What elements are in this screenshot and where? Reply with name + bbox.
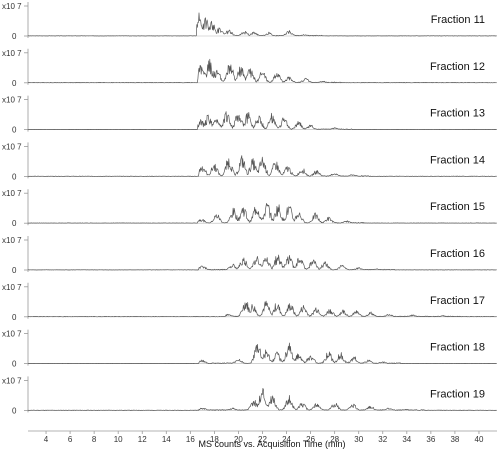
y-scale-label: x10 7 <box>2 142 22 151</box>
fraction-panel: x10 7 0 Fraction 13 <box>2 95 497 135</box>
series-label: Fraction 15 <box>430 201 485 213</box>
y-zero-label: 0 <box>12 79 17 88</box>
y-zero-label: 0 <box>12 313 17 322</box>
series-label: Fraction 14 <box>430 154 485 166</box>
series-label: Fraction 12 <box>430 61 485 73</box>
fraction-panel: x10 7 0 Fraction 17 <box>2 282 497 322</box>
x-tick-label: 32 <box>378 435 387 444</box>
y-zero-label: 0 <box>12 172 17 181</box>
y-scale-label: x10 7 <box>2 49 22 58</box>
y-scale-label: x10 7 <box>2 236 22 245</box>
series-trace <box>27 203 497 224</box>
fraction-panel: x10 7 0 Fraction 19 <box>2 376 497 415</box>
x-tick-label: 16 <box>186 435 195 444</box>
y-zero-label: 0 <box>12 266 17 275</box>
fraction-panel: x10 7 0 Fraction 15 <box>2 189 497 228</box>
series-trace <box>27 254 497 271</box>
y-scale-label: x10 7 <box>2 330 22 339</box>
series-trace <box>27 58 497 84</box>
y-scale-label: x10 7 <box>2 96 22 105</box>
x-tick-label: 36 <box>426 435 435 444</box>
series-trace <box>27 12 497 37</box>
x-tick-label: 12 <box>138 435 147 444</box>
x-tick-label: 4 <box>44 435 49 444</box>
y-scale-label: x10 7 <box>2 2 22 11</box>
x-tick-label: 40 <box>475 435 484 444</box>
fraction-panel: x10 7 0 Fraction 16 <box>2 236 497 275</box>
series-label: Fraction 16 <box>430 248 485 260</box>
series-trace <box>27 388 497 411</box>
series-label: Fraction 11 <box>431 14 485 26</box>
x-tick-label: 20 <box>234 435 243 444</box>
x-tick-label: 26 <box>306 435 315 444</box>
y-zero-label: 0 <box>12 126 17 135</box>
series-label: Fraction 13 <box>430 108 485 120</box>
y-zero-label: 0 <box>12 219 17 228</box>
y-scale-label: x10 7 <box>2 283 22 292</box>
x-tick-label: 30 <box>354 435 363 444</box>
x-tick-label: 22 <box>258 435 267 444</box>
series-trace <box>27 300 497 318</box>
x-tick-label: 8 <box>92 435 97 444</box>
series-label: Fraction 18 <box>430 342 485 354</box>
x-axis: 4 6 8 10 12 14 16 18 20 22 24 26 28 30 32 34 36 38 40 <box>28 430 497 444</box>
y-zero-label: 0 <box>12 360 17 369</box>
fraction-panel: x10 7 0 Fraction 18 <box>2 329 497 369</box>
fraction-panel: x10 7 0 Fraction 14 <box>2 142 497 181</box>
y-zero-label: 0 <box>12 32 17 41</box>
series-trace <box>27 155 497 177</box>
series-trace <box>27 111 497 130</box>
x-tick-label: 28 <box>330 435 339 444</box>
series-label: Fraction 17 <box>430 295 485 307</box>
x-axis-label: MS counts vs. Acquisition Time (min) <box>198 439 345 449</box>
x-tick-label: 6 <box>68 435 73 444</box>
series-trace <box>27 342 497 364</box>
series-label: Fraction 19 <box>430 388 485 400</box>
y-scale-label: x10 7 <box>2 189 22 198</box>
x-tick-label: 34 <box>402 435 411 444</box>
x-tick-label: 18 <box>210 435 219 444</box>
y-scale-label: x10 7 <box>2 376 22 385</box>
fraction-panels: x10 7 0 Fraction 11 x10 7 0 Fraction 12 x10 7 0… <box>2 2 497 415</box>
x-tick-label: 14 <box>162 435 171 444</box>
fraction-panel: x10 7 0 Fraction 12 <box>2 48 497 88</box>
x-tick-label: 10 <box>114 435 123 444</box>
x-tick-label: 38 <box>450 435 459 444</box>
x-tick-label: 24 <box>282 435 291 444</box>
fraction-panel: x10 7 0 Fraction 11 <box>2 2 497 41</box>
y-zero-label: 0 <box>12 406 17 415</box>
